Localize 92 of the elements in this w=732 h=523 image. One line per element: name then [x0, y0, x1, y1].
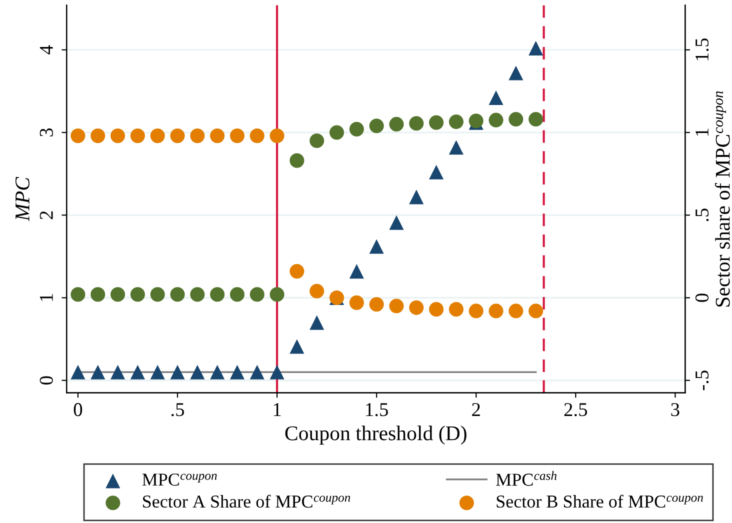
- point: [488, 112, 504, 128]
- point: [90, 364, 106, 380]
- point: [389, 298, 404, 314]
- point: [290, 339, 304, 354]
- point: [290, 153, 304, 168]
- point: [409, 300, 424, 315]
- legend-label: Sector A Share of MPC$^{coupon}$: [143, 494, 350, 508]
- x-tick-label: .5: [171, 403, 184, 416]
- y2-tick-label: 0: [695, 294, 709, 302]
- point: [210, 128, 225, 144]
- point: [528, 40, 544, 56]
- y-tick-label: 4: [40, 45, 53, 54]
- point: [488, 304, 504, 318]
- point: [409, 190, 424, 204]
- point: [90, 287, 106, 302]
- point: [230, 364, 245, 380]
- point: [190, 287, 205, 302]
- x-tick-label: 2.5: [564, 403, 588, 416]
- point: [270, 128, 284, 144]
- y2-axis-title: Sector share of MPC$^{coupon}$: [714, 91, 730, 307]
- point: [310, 315, 324, 330]
- y-tick-label: 1: [40, 294, 53, 301]
- x-tick-label: 3: [671, 403, 680, 416]
- point: [210, 364, 225, 380]
- y2-tick-label: 1: [696, 128, 708, 136]
- point: [190, 128, 205, 144]
- y2-tick-label: .5: [696, 208, 709, 222]
- point: [290, 264, 304, 279]
- point: [429, 115, 444, 130]
- point: [230, 287, 245, 302]
- point: [448, 140, 464, 155]
- x-axis-title: Coupon threshold (D): [285, 426, 466, 445]
- point: [70, 287, 86, 302]
- y-axis-title: MPC: [15, 176, 30, 222]
- y-tick-label: 3: [40, 128, 53, 136]
- point: [250, 287, 264, 302]
- x-tick-label: 1: [274, 403, 281, 416]
- point: [508, 112, 524, 127]
- point: [429, 164, 444, 180]
- x-tick-label: 0: [74, 403, 82, 416]
- x-tick-label: 1.5: [366, 403, 388, 416]
- point: [310, 284, 324, 298]
- point: [508, 304, 524, 318]
- point: [528, 112, 544, 127]
- point: [369, 239, 384, 254]
- point: [429, 302, 444, 317]
- y-tick-label: 0: [40, 376, 53, 384]
- point: [448, 302, 464, 317]
- point: [250, 364, 264, 380]
- point: [310, 133, 324, 148]
- point: [270, 287, 284, 302]
- point: [369, 297, 384, 312]
- point: [190, 364, 205, 380]
- point: [130, 287, 145, 302]
- legend-label: Sector B Share of MPC$^{coupon}$: [496, 494, 703, 508]
- point: [70, 128, 86, 144]
- point: [270, 364, 284, 380]
- point: [389, 215, 404, 230]
- y-tick-label: 2: [40, 211, 53, 220]
- point: [110, 364, 126, 380]
- y2-tick-label: -.5: [696, 370, 709, 390]
- point: [170, 287, 185, 302]
- point: [349, 295, 364, 310]
- point: [389, 116, 404, 132]
- point: [250, 128, 264, 144]
- y2-tick-label: 1.5: [696, 38, 709, 60]
- point: [170, 364, 185, 380]
- legend-label: MPC$^{cash}$: [496, 471, 557, 486]
- point: [488, 90, 504, 106]
- point: [508, 66, 524, 80]
- point: [110, 287, 126, 302]
- point: [110, 128, 126, 144]
- point: [448, 114, 464, 130]
- point: [468, 304, 484, 318]
- point: [130, 364, 145, 380]
- point: [409, 116, 424, 131]
- point: [150, 128, 165, 144]
- x-tick-label: 2: [472, 403, 480, 416]
- point: [329, 125, 344, 140]
- point: [150, 287, 165, 302]
- point: [130, 128, 145, 144]
- point: [349, 264, 364, 279]
- point: [170, 128, 185, 144]
- legend-label: MPC$^{coupon}$: [142, 474, 217, 486]
- point: [349, 122, 364, 136]
- point: [70, 364, 86, 380]
- point: [90, 128, 106, 144]
- point: [150, 364, 165, 380]
- point: [369, 118, 384, 134]
- point: [210, 287, 225, 302]
- point: [230, 128, 245, 144]
- point: [528, 304, 544, 318]
